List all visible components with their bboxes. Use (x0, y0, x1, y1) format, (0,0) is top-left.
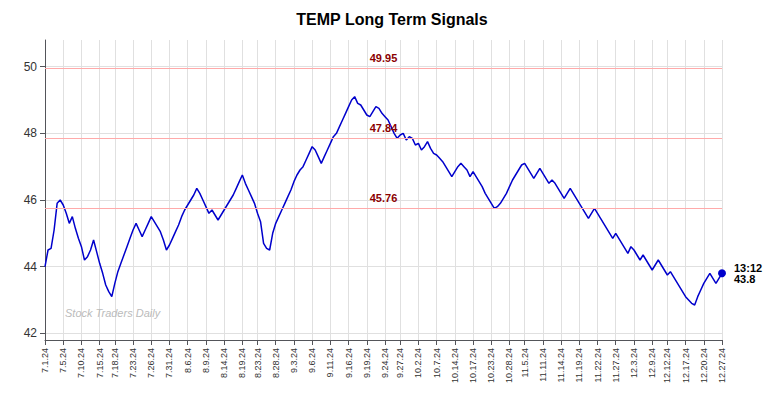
svg-text:TEMP Long Term Signals: TEMP Long Term Signals (296, 11, 488, 28)
svg-text:10.7.24: 10.7.24 (432, 348, 442, 378)
svg-text:10.28.24: 10.28.24 (504, 348, 514, 383)
svg-text:7.18.24: 7.18.24 (110, 348, 120, 378)
svg-text:47.84: 47.84 (370, 122, 398, 134)
svg-text:8.14.24: 8.14.24 (219, 348, 229, 378)
svg-text:9.24.24: 9.24.24 (380, 348, 390, 378)
svg-text:10.14.24: 10.14.24 (450, 348, 460, 383)
svg-text:9.27.24: 9.27.24 (395, 348, 405, 378)
svg-text:7.5.24: 7.5.24 (58, 348, 68, 373)
svg-text:46: 46 (24, 193, 38, 207)
svg-text:12.27.24: 12.27.24 (717, 348, 727, 383)
svg-text:48: 48 (24, 126, 38, 140)
svg-text:10.2.24: 10.2.24 (413, 348, 423, 378)
svg-text:9.19.24: 9.19.24 (362, 348, 372, 378)
svg-text:7.10.24: 7.10.24 (76, 348, 86, 378)
svg-text:9.6.24: 9.6.24 (307, 348, 317, 373)
svg-text:8.28.24: 8.28.24 (271, 348, 281, 378)
svg-text:8.9.24: 8.9.24 (201, 348, 211, 373)
svg-text:11.27.24: 11.27.24 (611, 348, 621, 382)
svg-text:9.16.24: 9.16.24 (344, 348, 354, 378)
svg-text:50: 50 (24, 60, 38, 74)
svg-text:7.31.24: 7.31.24 (164, 348, 174, 378)
svg-text:11.5.24: 11.5.24 (520, 348, 530, 377)
svg-text:42: 42 (24, 326, 38, 340)
svg-text:12.20.24: 12.20.24 (699, 348, 709, 383)
svg-text:7.26.24: 7.26.24 (146, 348, 156, 378)
svg-text:11.19.24: 11.19.24 (574, 348, 584, 382)
svg-text:11.14.24: 11.14.24 (556, 348, 566, 382)
svg-text:11.11.24: 11.11.24 (538, 348, 548, 382)
svg-text:45.76: 45.76 (370, 192, 398, 204)
svg-text:44: 44 (24, 260, 38, 274)
svg-text:49.95: 49.95 (370, 52, 398, 64)
svg-text:8.19.24: 8.19.24 (237, 348, 247, 378)
svg-text:12.9.24: 12.9.24 (647, 348, 657, 378)
svg-text:10.17.24: 10.17.24 (468, 348, 478, 383)
svg-text:10.23.24: 10.23.24 (486, 348, 496, 383)
svg-text:9.11.24: 9.11.24 (325, 348, 335, 377)
svg-text:13:12: 13:12 (734, 261, 763, 274)
svg-text:7.1.24: 7.1.24 (40, 348, 50, 373)
svg-text:12.17.24: 12.17.24 (681, 348, 691, 383)
svg-text:7.15.24: 7.15.24 (95, 348, 105, 378)
svg-text:12.12.24: 12.12.24 (662, 348, 672, 383)
svg-text:9.3.24: 9.3.24 (289, 348, 299, 373)
svg-text:43.8: 43.8 (734, 273, 755, 285)
svg-text:11.22.24: 11.22.24 (593, 348, 603, 382)
svg-text:8.6.24: 8.6.24 (183, 348, 193, 373)
svg-text:Stock Traders Daily: Stock Traders Daily (65, 307, 162, 319)
svg-text:8.23.24: 8.23.24 (253, 348, 263, 378)
svg-text:12.3.24: 12.3.24 (629, 348, 639, 378)
svg-text:7.23.24: 7.23.24 (128, 348, 138, 378)
